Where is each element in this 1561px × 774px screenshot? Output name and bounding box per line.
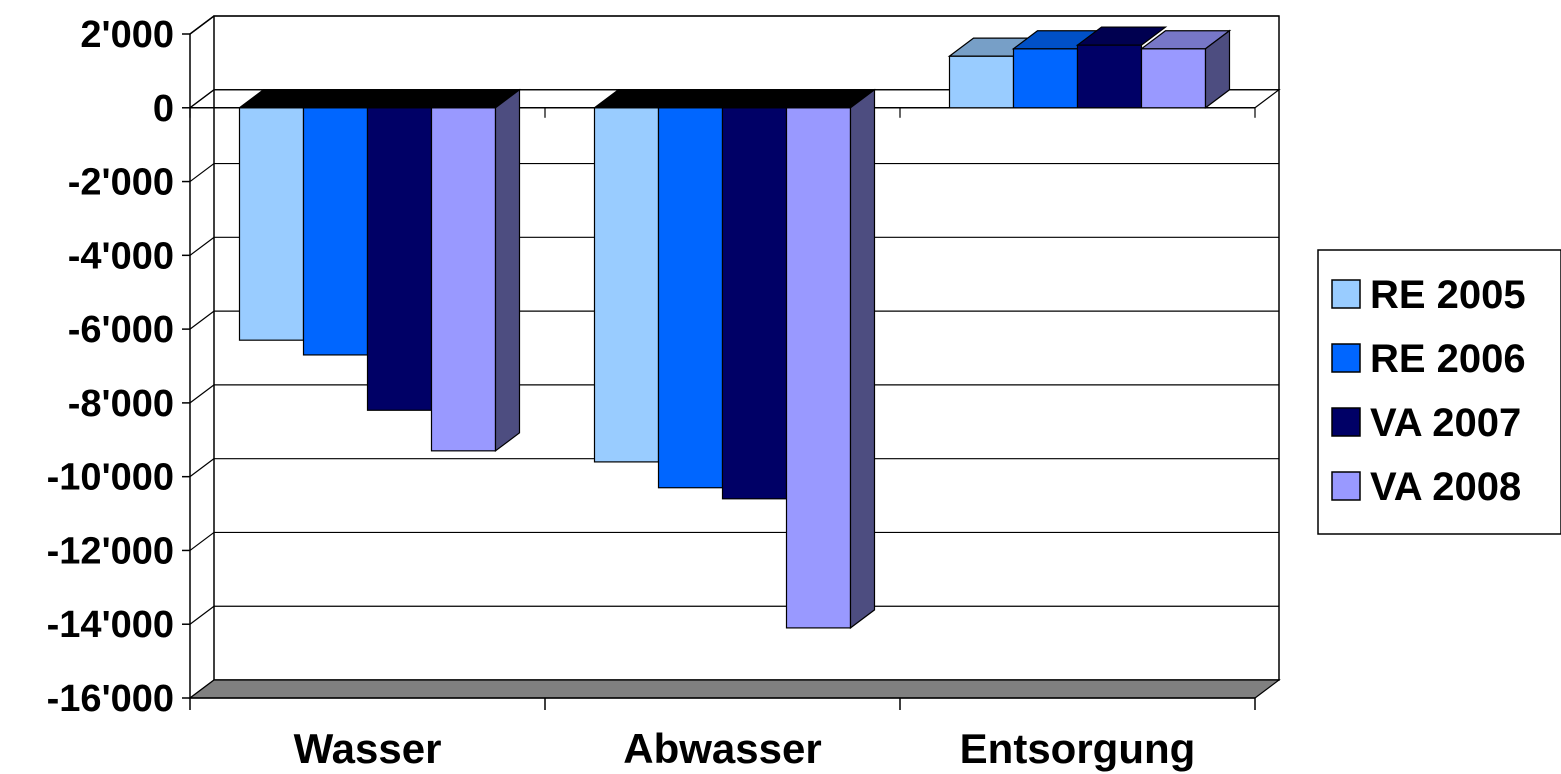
bar [366,107,433,411]
y-tick-label: -10'000 [47,457,174,499]
bar-side-face [494,88,521,453]
legend-label: RE 2005 [1370,273,1526,317]
gridline-side [189,236,215,256]
legend-label: VA 2008 [1370,465,1521,509]
y-tick-label: -2'000 [68,162,174,204]
y-tick-label: -8'000 [68,383,174,425]
legend-swatch [1331,279,1361,309]
bar [721,107,788,500]
floor-slab [188,679,1281,699]
bar [238,107,305,341]
bar [593,107,660,463]
y-tick-label: 0 [153,88,174,130]
bars [237,26,1232,630]
x-tick-label: Wasser [294,725,442,772]
legend-swatch [1331,343,1361,373]
chart-floor [188,679,1281,699]
gridline-side [189,384,215,404]
bar [1076,44,1143,109]
y-axis-tick-labels: 2'000 0 -2'000 -4'000 -6'000 -8'000 -10'000 -12… [47,14,174,720]
x-axis-tick-labels: Wasser Abwasser Entsorgung [294,725,1196,772]
bar-side-face [849,88,876,630]
bar [785,107,852,629]
bar [302,107,369,356]
gridline-side [189,531,215,551]
legend-label: RE 2006 [1370,337,1526,381]
gridline-side [189,15,215,35]
y-tick-label: -12'000 [47,530,174,572]
legend-label: VA 2007 [1370,401,1521,445]
gridline-side [189,310,215,330]
y-tick-label: -16'000 [47,678,174,720]
y-tick-label: -4'000 [68,235,174,277]
gridline-side [189,163,215,183]
x-tick-label: Abwasser [623,725,821,772]
y-tick-label: 2'000 [80,14,174,56]
legend: RE 2005 RE 2006 VA 2007 VA 2008 [1317,249,1561,535]
gridline-side [189,605,215,625]
bar [1012,48,1079,109]
gridline-side [189,458,215,478]
bar [1140,48,1207,109]
x-tick-label: Entsorgung [960,725,1196,772]
bar-top-face [1075,26,1168,46]
bar [657,107,724,489]
legend-swatch [1331,407,1361,437]
bar [948,55,1015,109]
bar [430,107,497,452]
y-tick-label: -14'000 [47,604,174,646]
bar-side-face [1204,29,1231,109]
y-tick-label: -6'000 [68,309,174,351]
legend-swatch [1331,471,1361,501]
